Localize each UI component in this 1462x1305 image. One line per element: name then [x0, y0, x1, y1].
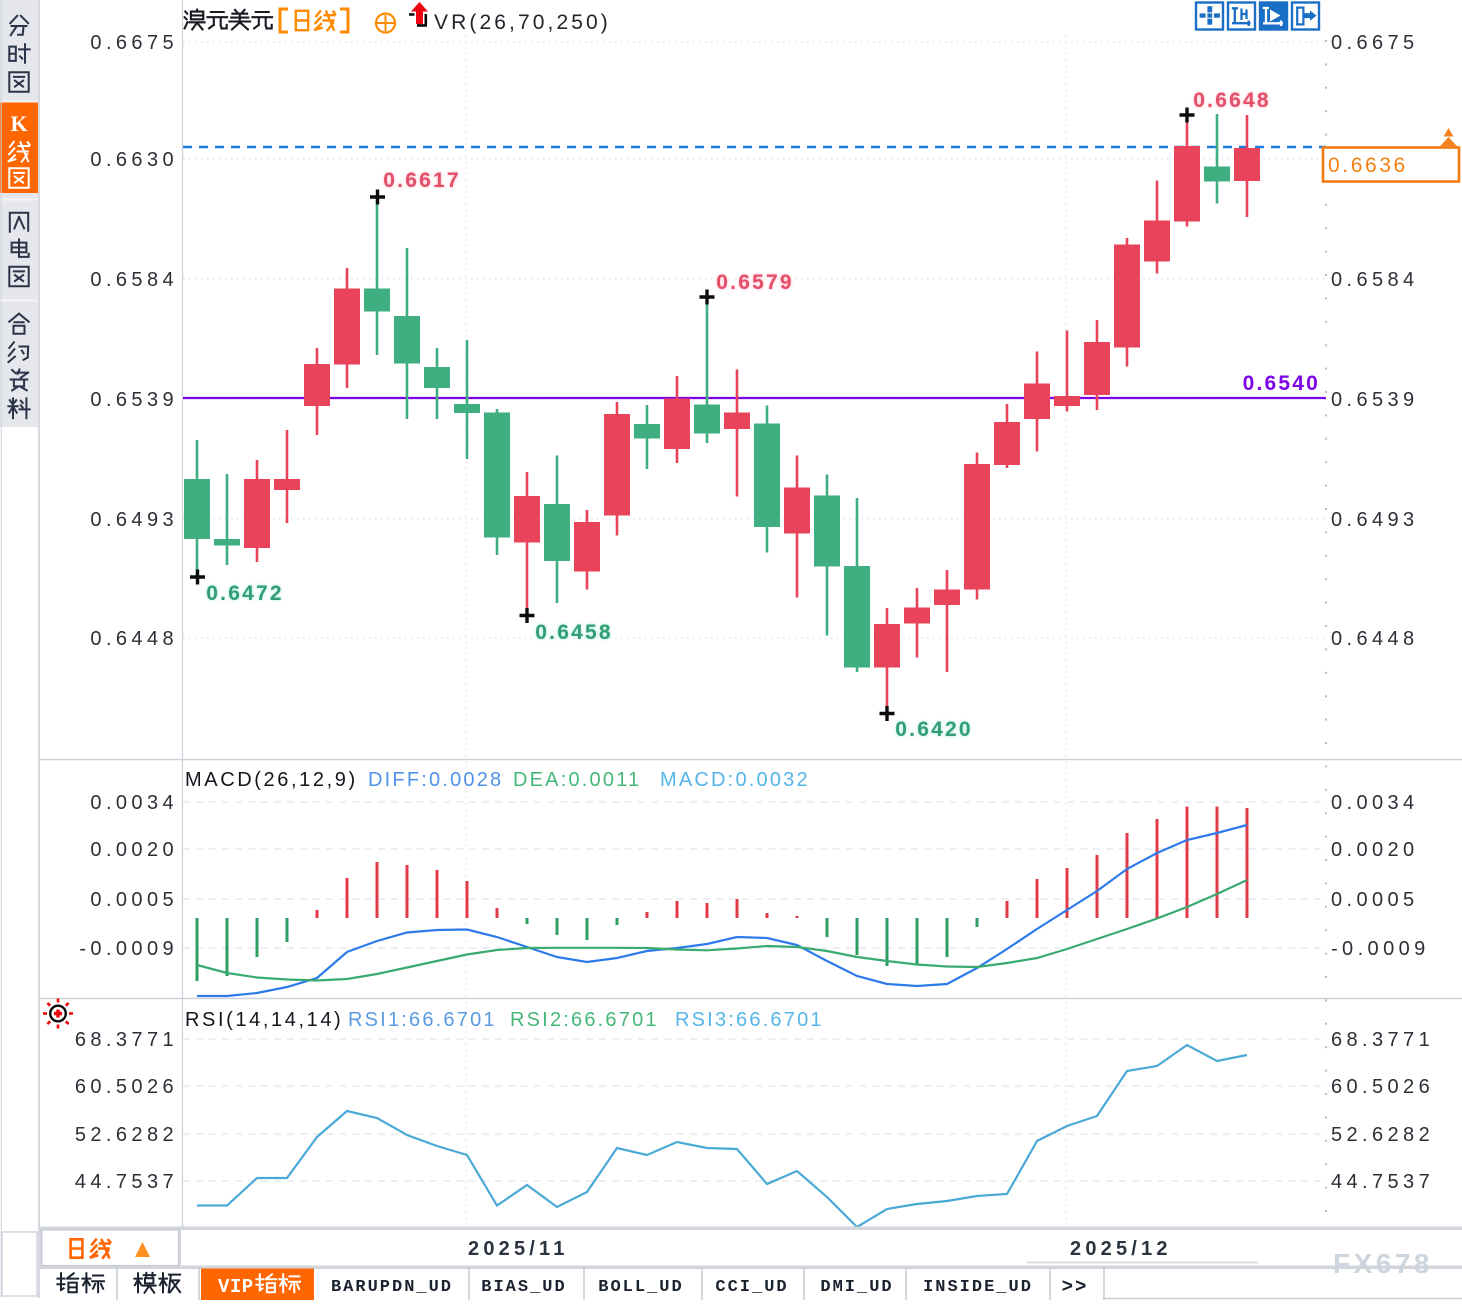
svg-text:0.0020: 0.0020 — [1331, 839, 1419, 861]
svg-text:FX678: FX678 — [1333, 1248, 1433, 1279]
svg-text:60.5026: 60.5026 — [75, 1076, 178, 1098]
svg-text:0.6584: 0.6584 — [1331, 269, 1419, 291]
svg-text:0.6539: 0.6539 — [90, 389, 178, 411]
svg-text:MACD:0.0032: MACD:0.0032 — [660, 769, 810, 791]
svg-text:0.6648: 0.6648 — [1193, 89, 1270, 112]
svg-text:0.6584: 0.6584 — [90, 269, 178, 291]
svg-text:VIP: VIP — [218, 1276, 254, 1298]
svg-text:0.6448: 0.6448 — [90, 628, 178, 650]
svg-text:RSI(14,14,14): RSI(14,14,14) — [185, 1009, 343, 1031]
svg-text:MACD(26,12,9): MACD(26,12,9) — [185, 769, 358, 791]
svg-text:DEA:0.0011: DEA:0.0011 — [513, 769, 641, 791]
svg-text:CCI_UD: CCI_UD — [715, 1278, 788, 1297]
svg-text:0.6675: 0.6675 — [1331, 32, 1419, 54]
svg-text:BIAS_UD: BIAS_UD — [481, 1278, 566, 1297]
svg-text:0.6630: 0.6630 — [90, 149, 178, 171]
svg-text:44.7537: 44.7537 — [75, 1171, 178, 1193]
svg-text:0.6493: 0.6493 — [90, 509, 178, 531]
svg-text:DIFF:0.0028: DIFF:0.0028 — [368, 769, 503, 791]
svg-text:0.0034: 0.0034 — [90, 792, 178, 814]
svg-text:BOLL_UD: BOLL_UD — [598, 1278, 683, 1297]
svg-text:0.6636: 0.6636 — [1328, 154, 1408, 177]
svg-text:2025/11: 2025/11 — [468, 1238, 569, 1260]
svg-text:INSIDE_UD: INSIDE_UD — [923, 1278, 1033, 1297]
svg-text:2025/12: 2025/12 — [1070, 1238, 1172, 1260]
svg-text:52.6282: 52.6282 — [75, 1124, 178, 1146]
svg-text:0.6540: 0.6540 — [1243, 372, 1320, 395]
svg-text:0.6617: 0.6617 — [383, 169, 460, 192]
svg-text:0.6472: 0.6472 — [206, 582, 283, 605]
svg-text:RSI1:66.6701: RSI1:66.6701 — [348, 1009, 497, 1031]
svg-text:K: K — [10, 111, 27, 136]
svg-text:0.6458: 0.6458 — [535, 621, 612, 644]
svg-text:>>: >> — [1062, 1276, 1089, 1298]
svg-text:0.6493: 0.6493 — [1331, 509, 1419, 531]
svg-text:0.0034: 0.0034 — [1331, 792, 1419, 814]
svg-text:0.6539: 0.6539 — [1331, 389, 1419, 411]
svg-text:0.6448: 0.6448 — [1331, 628, 1419, 650]
svg-text:RSI3:66.6701: RSI3:66.6701 — [675, 1009, 824, 1031]
svg-text:0.0005: 0.0005 — [1331, 889, 1419, 911]
svg-text:52.6282: 52.6282 — [1331, 1124, 1434, 1146]
svg-text:0.6420: 0.6420 — [895, 718, 972, 741]
svg-text:44.7537: 44.7537 — [1331, 1171, 1434, 1193]
svg-text:DMI_UD: DMI_UD — [820, 1278, 893, 1297]
svg-text:60.5026: 60.5026 — [1331, 1076, 1434, 1098]
svg-text:0.6675: 0.6675 — [90, 32, 178, 54]
svg-text:0.6579: 0.6579 — [716, 271, 793, 294]
svg-text:0.0005: 0.0005 — [90, 889, 178, 911]
svg-text:RSI2:66.6701: RSI2:66.6701 — [510, 1009, 659, 1031]
svg-text:-0.0009: -0.0009 — [1331, 938, 1430, 960]
svg-text:BARUPDN_UD: BARUPDN_UD — [331, 1278, 453, 1297]
svg-text:-0.0009: -0.0009 — [79, 938, 178, 960]
svg-text:68.3771: 68.3771 — [75, 1029, 178, 1051]
svg-text:68.3771: 68.3771 — [1331, 1029, 1434, 1051]
svg-text:0.0020: 0.0020 — [90, 839, 178, 861]
svg-text:VR(26,70,250): VR(26,70,250) — [434, 11, 611, 34]
